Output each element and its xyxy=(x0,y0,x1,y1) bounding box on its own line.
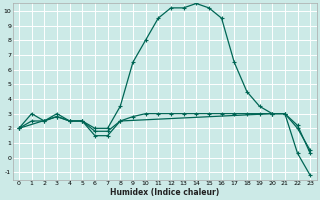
X-axis label: Humidex (Indice chaleur): Humidex (Indice chaleur) xyxy=(110,188,219,197)
